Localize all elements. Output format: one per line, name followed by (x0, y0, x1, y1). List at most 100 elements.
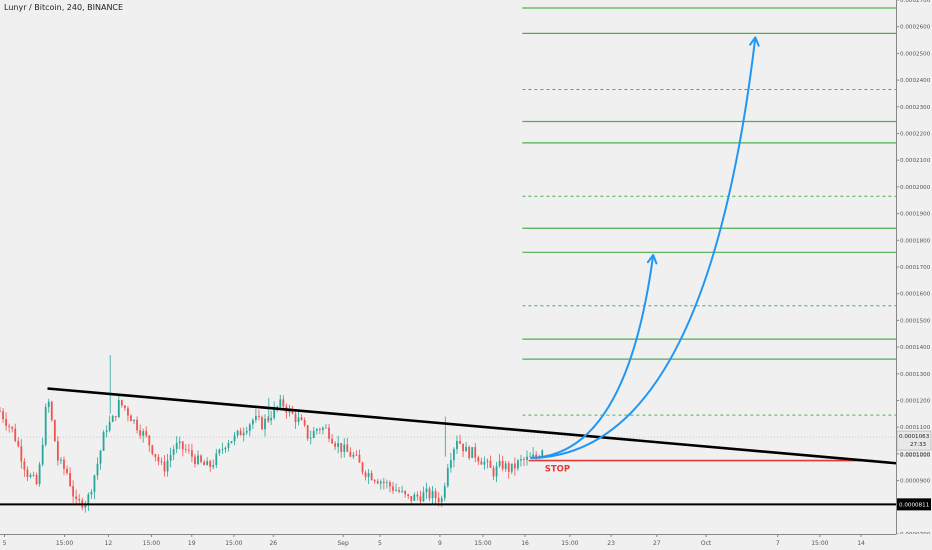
last-price-label: 0.0001063 (899, 434, 930, 440)
candle-body-16 (47, 401, 50, 408)
projection-arrow-2 (530, 37, 757, 459)
time-tick-label-8: 5 (378, 540, 382, 547)
candle-body-83 (251, 419, 254, 425)
candle-body-79 (239, 430, 242, 436)
time-tick-label-0: 5 (3, 540, 7, 547)
candle-body-43 (130, 415, 132, 422)
price-axis[interactable]: 0.00007000.00008000.00009000.00010000.00… (896, 0, 932, 550)
candle-body-51 (154, 454, 157, 457)
candle-body-32 (96, 463, 99, 476)
price-tick-label-5: 0.0001200 (900, 399, 931, 405)
candle-body-113 (343, 444, 346, 452)
candle-body-60 (181, 441, 184, 450)
candle-body-21 (63, 459, 65, 469)
price-tick-label-10: 0.0001700 (900, 265, 931, 271)
price-tick-label-16: 0.0002300 (900, 105, 931, 111)
candle-body-118 (358, 454, 361, 463)
candle-body-115 (349, 451, 352, 457)
candle-body-145 (440, 498, 443, 503)
candle-body-28 (84, 503, 87, 508)
candle-body-167 (507, 463, 510, 472)
candle-body-4 (11, 426, 14, 429)
price-tick-label-7: 0.0001400 (900, 345, 931, 351)
candle-body-151 (459, 441, 461, 444)
candle-body-55 (166, 460, 169, 472)
candle-body-52 (157, 456, 160, 462)
candle-body-50 (151, 445, 154, 455)
candle-body-86 (261, 417, 263, 430)
candle-body-35 (105, 430, 108, 433)
candle-body-80 (242, 432, 245, 436)
time-axis[interactable]: 5 15:00 12 15:00 19 15:00 26 Sep 5 9 15:00 16 15:00 2… (0, 534, 932, 550)
candle-body-29 (87, 494, 90, 504)
candle-body-11 (32, 474, 35, 476)
candle-body-67 (203, 461, 206, 466)
candle-body-89 (270, 417, 273, 421)
candle-body-156 (474, 447, 477, 458)
candle-body-92 (279, 399, 282, 407)
candle-body-7 (20, 446, 23, 462)
candle-body-114 (346, 444, 349, 452)
candle-body-146 (443, 486, 446, 499)
candle-body-15 (44, 407, 47, 445)
candle-body-128 (389, 482, 391, 487)
candle-body-1 (2, 411, 4, 420)
candle-body-3 (8, 425, 11, 427)
candle-body-38 (114, 416, 117, 418)
candle-body-78 (236, 430, 239, 436)
time-tick-label-9: 9 (438, 540, 442, 547)
price-axis-bg (896, 0, 932, 550)
candle-body-157 (477, 457, 480, 462)
candle-body-57 (172, 449, 175, 455)
candle-body-26 (78, 499, 81, 501)
candle-body-85 (258, 415, 260, 418)
candle-body-130 (395, 490, 397, 491)
candle-body-76 (230, 441, 233, 444)
price-tick-label-11: 0.0001800 (900, 238, 931, 244)
candle-body-33 (99, 450, 102, 464)
candle-body-132 (401, 490, 404, 492)
candle-body-14 (41, 444, 44, 465)
stop-label: STOP (545, 465, 570, 475)
candle-body-59 (178, 441, 181, 444)
candle-body-119 (361, 462, 364, 473)
candle-body-74 (224, 447, 227, 450)
candle-body-81 (245, 430, 248, 433)
candle-body-66 (200, 455, 202, 462)
candle-body-46 (139, 430, 142, 436)
candle-body-69 (209, 461, 212, 467)
candle-body-129 (392, 486, 394, 491)
candle-body-97 (294, 413, 297, 423)
candle-body-20 (60, 459, 62, 461)
time-tick-label-13: 23 (607, 540, 615, 547)
trendline (47, 387, 897, 465)
candle-body-178 (541, 450, 544, 458)
candle-body-47 (142, 431, 145, 436)
candle-body-172 (523, 459, 525, 460)
candle-body-111 (337, 443, 340, 447)
candle-body-70 (212, 465, 215, 467)
candle-body-12 (35, 474, 38, 485)
candle-body-165 (501, 460, 504, 470)
candle-body-121 (367, 472, 370, 477)
candle-body-75 (227, 443, 230, 448)
candle-body-2 (5, 419, 7, 426)
candle-body-42 (127, 408, 129, 416)
candle-body-73 (221, 449, 224, 451)
price-tick-label-15: 0.0002200 (900, 132, 931, 138)
candle-body-48 (145, 431, 148, 436)
candle-body-62 (187, 449, 190, 451)
candle-body-31 (93, 475, 96, 492)
price-tick-label-8: 0.0001500 (900, 318, 931, 324)
candle-body-45 (136, 419, 138, 431)
price-tick-label-19: 0.0002600 (900, 25, 931, 31)
candle-body-36 (108, 421, 111, 431)
candle-body-133 (404, 490, 407, 495)
candle-body-126 (382, 481, 385, 483)
candle-body-64 (194, 456, 196, 465)
candle-body-49 (148, 435, 151, 446)
time-tick-label-5: 15:00 (225, 540, 242, 547)
candle-body-53 (160, 461, 163, 463)
